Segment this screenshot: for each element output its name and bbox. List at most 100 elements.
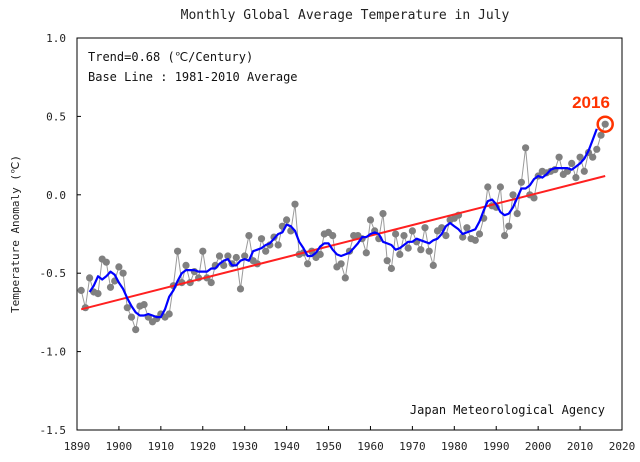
x-axis-ticks: 1890 1900 1910 1920 1930 1940 1950 1960 1970 1980… <box>64 426 636 453</box>
x-tick-label: 1910 <box>148 440 175 453</box>
annual-point <box>220 261 228 269</box>
annual-point <box>106 283 115 291</box>
annual-point <box>174 247 182 255</box>
annual-point <box>304 260 312 268</box>
annual-point <box>501 232 509 240</box>
annual-point <box>568 159 576 167</box>
annual-point <box>232 253 240 262</box>
annual-point <box>442 232 450 240</box>
x-tick-label: 2000 <box>525 440 552 453</box>
x-tick-label: 1980 <box>441 440 468 453</box>
x-tick-label: 2020 <box>609 440 636 453</box>
annual-point <box>517 178 526 186</box>
x-tick-label: 1920 <box>190 440 217 453</box>
annual-point <box>115 263 123 271</box>
annual-point <box>119 269 127 277</box>
annual-point <box>463 224 471 232</box>
baseline-annotation: Base Line : 1981-2010 Average <box>88 70 298 84</box>
annual-point <box>341 274 349 282</box>
annual-point <box>593 145 601 153</box>
x-tick-label: 1960 <box>357 440 384 453</box>
annual-point <box>199 247 207 255</box>
y-tick-label: -1.5 <box>40 424 67 437</box>
annual-point <box>392 230 400 238</box>
annual-point <box>86 274 94 282</box>
annual-point <box>366 216 375 224</box>
x-tick-label: 1940 <box>273 440 300 453</box>
annual-point <box>572 174 580 182</box>
annual-point <box>257 235 266 243</box>
x-tick-label: 1990 <box>483 440 510 453</box>
x-tick-label: 1890 <box>64 440 91 453</box>
annual-point <box>362 249 370 257</box>
annual-point <box>425 247 433 255</box>
annual-point <box>396 250 404 258</box>
y-axis-label: Temperature Anomaly (℃) <box>9 155 22 313</box>
annual-point <box>132 326 140 334</box>
annual-point <box>555 153 563 161</box>
annual-point <box>316 250 324 258</box>
annual-point <box>475 230 484 238</box>
annual-point <box>77 286 85 294</box>
annual-point <box>329 232 337 240</box>
annual-point <box>471 236 479 244</box>
x-tick-label: 1930 <box>231 440 258 453</box>
chart-title: Monthly Global Average Temperature in Ju… <box>181 8 510 23</box>
x-tick-label: 1950 <box>315 440 342 453</box>
annual-point <box>140 301 148 309</box>
annual-point <box>379 210 387 218</box>
y-tick-label: 1.0 <box>46 32 66 45</box>
annual-point <box>387 264 395 273</box>
annual-point <box>429 261 437 269</box>
annual-point <box>283 216 291 224</box>
annual-point <box>601 120 609 128</box>
annual-point <box>421 224 429 232</box>
annual-point <box>236 285 245 293</box>
annual-point <box>102 258 110 266</box>
annual-point <box>505 222 513 230</box>
x-tick-label: 2010 <box>567 440 594 453</box>
annual-point <box>459 233 467 241</box>
highlight-ring <box>596 115 614 133</box>
annual-point <box>509 191 517 199</box>
annual-point <box>123 304 131 312</box>
annual-point <box>383 257 391 265</box>
y-tick-label: 0.0 <box>46 189 66 202</box>
annual-point <box>530 194 538 202</box>
annual-point <box>417 246 425 254</box>
annual-point <box>262 247 270 255</box>
annual-point <box>215 252 224 260</box>
source-annotation: Japan Meteorological Agency <box>410 403 605 417</box>
y-tick-label: 0.5 <box>46 110 66 123</box>
annual-point <box>94 290 102 298</box>
annual-point <box>207 279 215 287</box>
annual-point <box>224 252 232 260</box>
annual-point <box>274 241 282 249</box>
annual-point <box>513 210 521 218</box>
annual-point <box>576 153 584 161</box>
annual-point <box>589 153 597 161</box>
y-tick-label: -0.5 <box>40 267 67 280</box>
highlight-label: 2016 <box>572 93 610 112</box>
annual-point <box>241 252 249 260</box>
annual-point <box>597 131 605 139</box>
annual-point <box>408 227 416 235</box>
annual-point <box>484 183 492 191</box>
plot-area <box>76 37 623 431</box>
annual-point <box>127 313 136 321</box>
trend-annotation: Trend=0.68 (℃/Century) <box>88 50 253 64</box>
running-mean-line <box>88 128 598 319</box>
annual-point <box>165 310 173 318</box>
annual-point <box>182 261 190 269</box>
x-tick-label: 1900 <box>106 440 133 453</box>
y-tick-label: -1.0 <box>40 346 67 359</box>
x-tick-label: 1970 <box>399 440 426 453</box>
annual-point <box>337 260 345 268</box>
annual-point <box>400 232 408 240</box>
y-axis-ticks: 1.0 0.5 0.0 -0.5 -1.0 -1.5 <box>40 32 81 437</box>
annual-point <box>580 167 588 175</box>
annual-point <box>496 183 504 191</box>
annual-point <box>291 200 299 208</box>
annual-point <box>522 144 530 152</box>
